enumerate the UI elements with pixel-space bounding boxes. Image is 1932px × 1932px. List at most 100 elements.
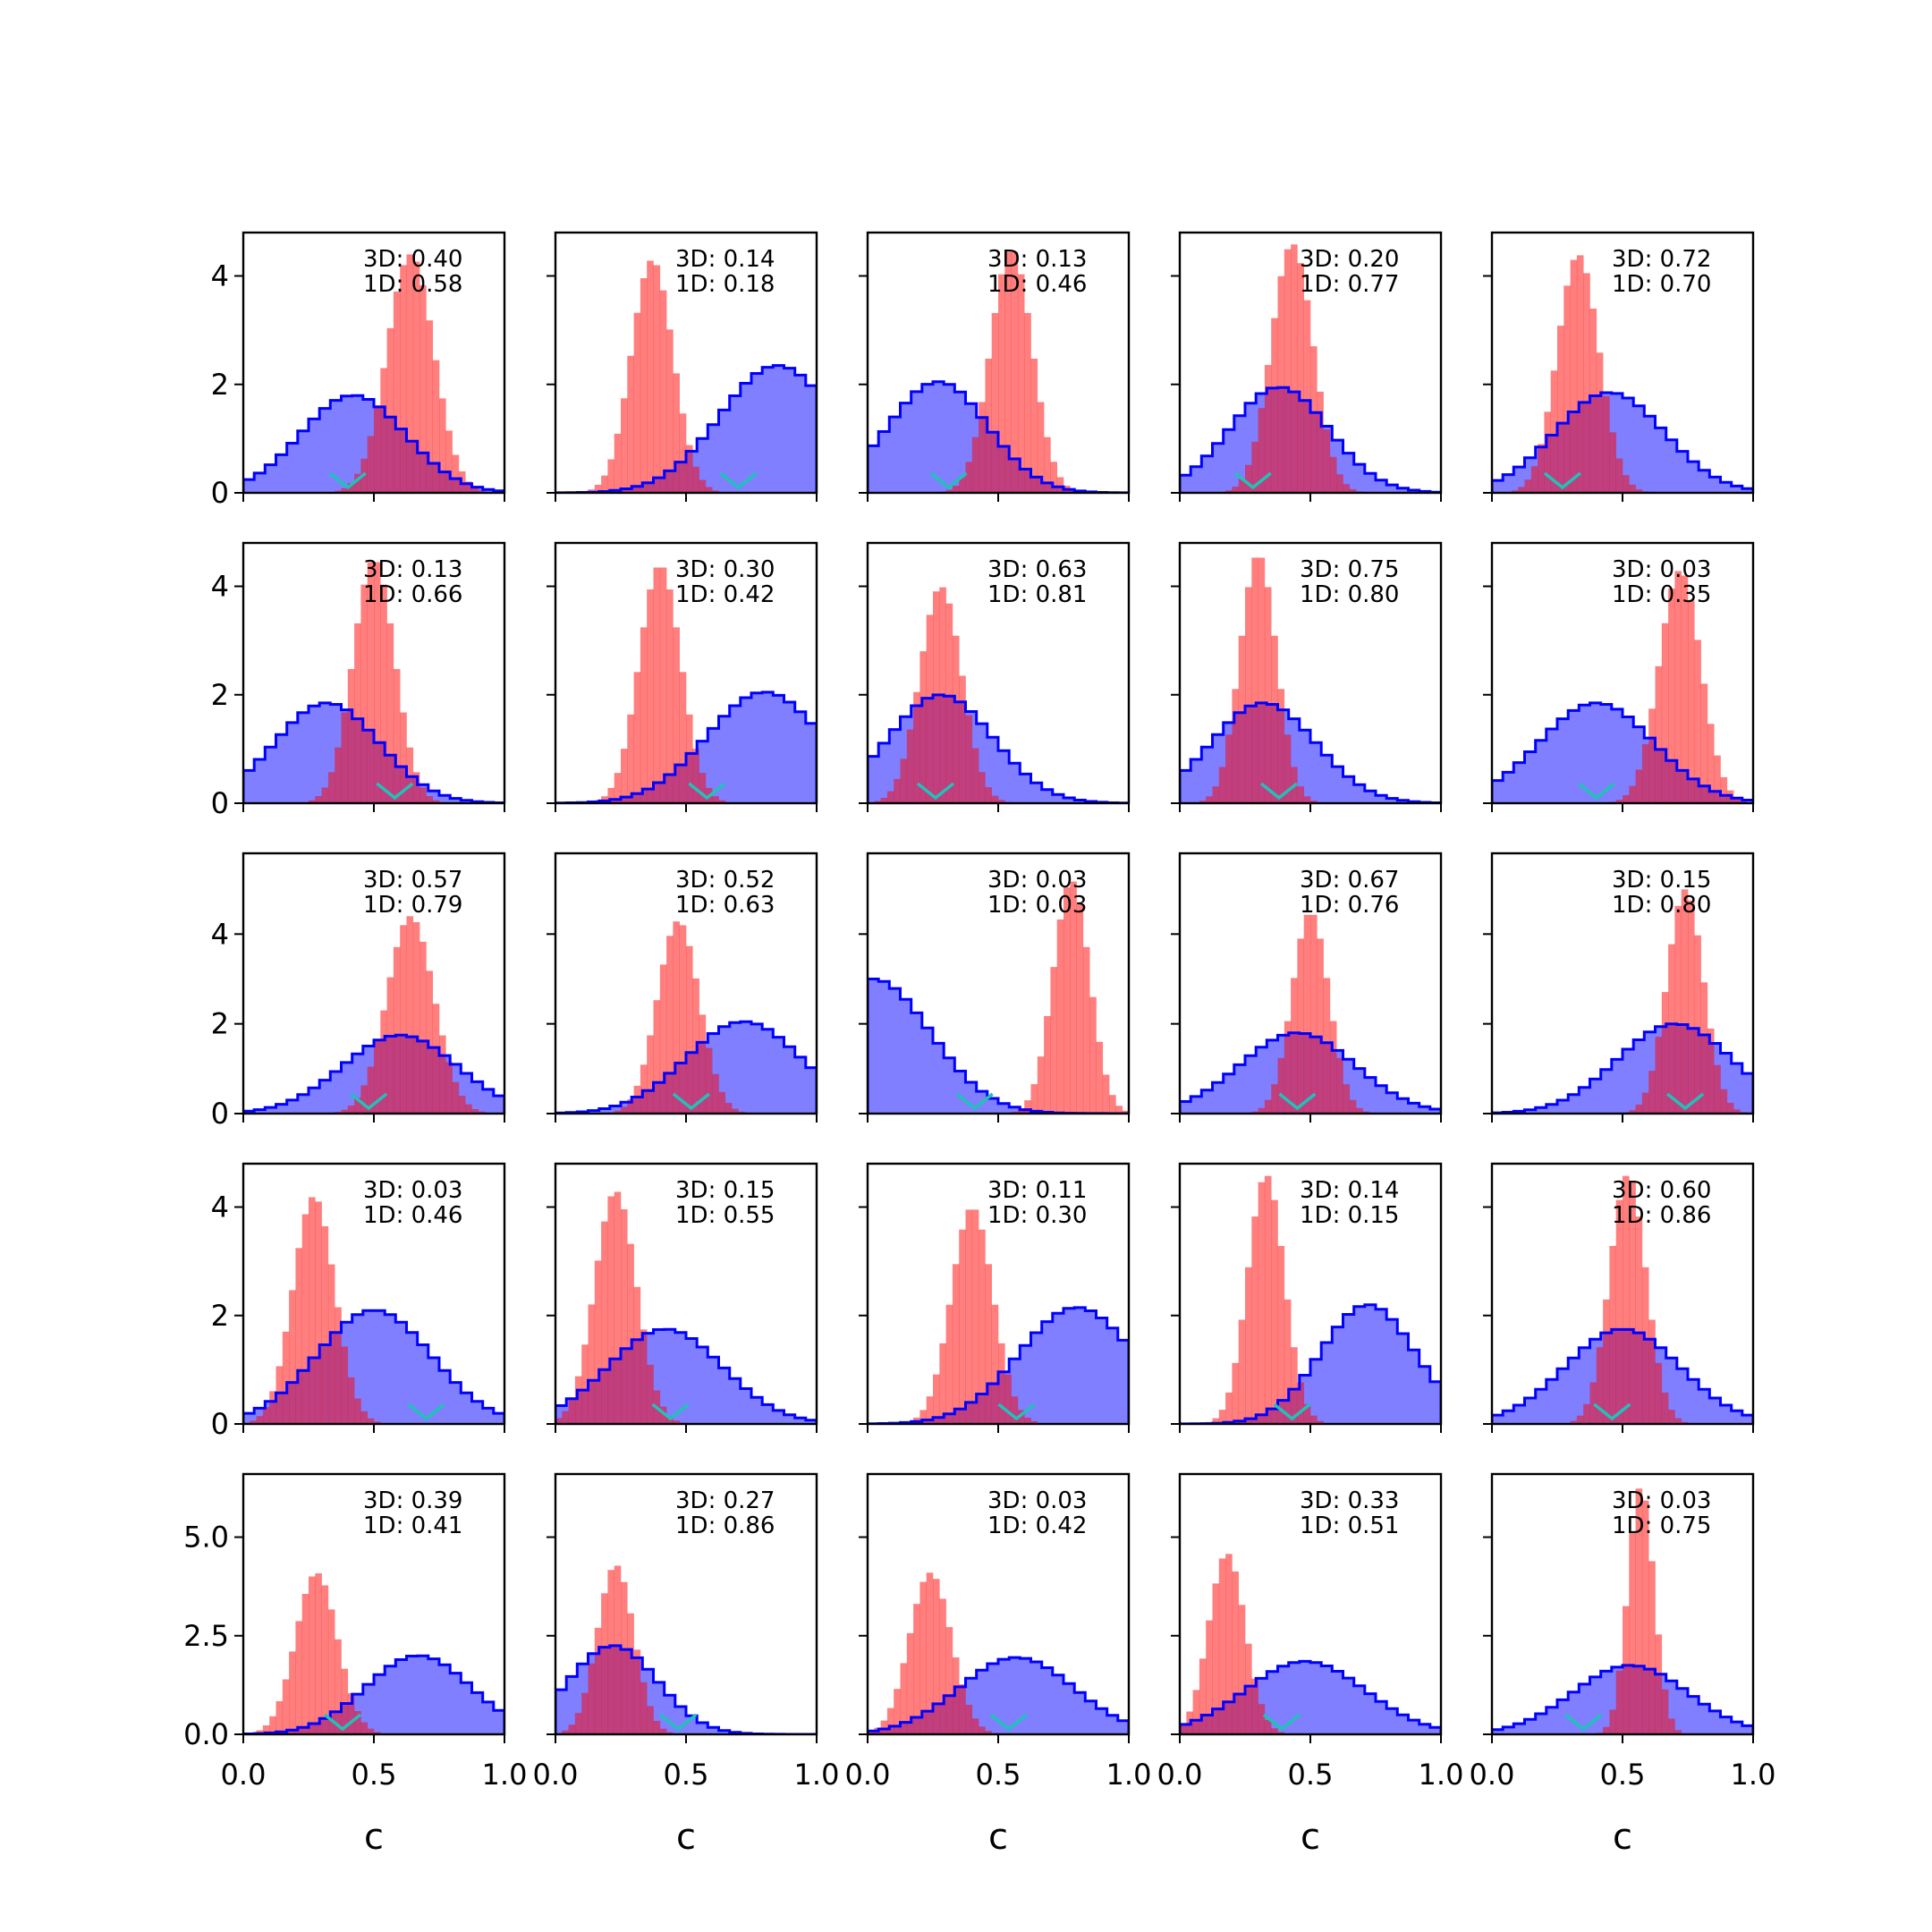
red-histogram-bar xyxy=(1044,1016,1051,1114)
red-histogram-bar xyxy=(315,796,322,803)
red-histogram-bar xyxy=(712,1073,719,1114)
red-histogram-bar xyxy=(926,614,934,803)
panel-body xyxy=(243,1197,504,1424)
red-histogram-bar xyxy=(327,772,335,803)
red-histogram-bar xyxy=(400,925,407,1114)
red-histogram-bar xyxy=(1251,557,1258,803)
red-histogram-bar xyxy=(341,1346,349,1424)
red-histogram-bar xyxy=(647,1035,654,1114)
red-histogram-bar xyxy=(1017,274,1025,493)
red-histogram-bar xyxy=(250,1420,257,1424)
annotation-1d: 1D: 0.55 xyxy=(675,1202,775,1229)
red-histogram-bar xyxy=(367,1728,375,1734)
red-histogram-bar xyxy=(607,459,614,493)
red-histogram-bar xyxy=(568,1724,576,1734)
red-histogram-bar xyxy=(1076,903,1084,1114)
red-histogram-bar xyxy=(354,1711,361,1734)
x-tick-label: 1.0 xyxy=(1106,1758,1152,1792)
annotation-3d: 3D: 0.03 xyxy=(363,1177,462,1204)
red-histogram-bar xyxy=(1271,318,1278,493)
blue-histogram-outline xyxy=(243,394,504,493)
blue-histogram-fill xyxy=(868,979,1129,1114)
red-histogram-bar xyxy=(906,729,914,803)
red-histogram-bar xyxy=(354,623,361,803)
red-histogram-bar xyxy=(1615,458,1623,493)
red-histogram-bar xyxy=(581,1344,589,1424)
red-histogram-bar xyxy=(965,462,973,493)
red-histogram-bar xyxy=(1271,1199,1278,1424)
red-histogram-bar xyxy=(1192,1690,1200,1734)
red-histogram-bar xyxy=(614,433,622,493)
truth-marker xyxy=(1278,1092,1317,1111)
red-histogram-bar xyxy=(971,1718,979,1734)
red-histogram-bar xyxy=(724,1103,733,1114)
red-histogram-bar xyxy=(1037,1056,1045,1114)
y-tick-label: 2 xyxy=(211,1299,229,1333)
red-histogram-bar xyxy=(1733,797,1741,803)
red-histogram-bar xyxy=(1030,1084,1038,1114)
red-histogram-bar xyxy=(1284,734,1292,803)
red-histogram-bar xyxy=(659,567,667,803)
annotation-1d: 1D: 0.15 xyxy=(1300,1202,1399,1229)
red-histogram-bar xyxy=(1661,623,1669,803)
red-histogram-bar xyxy=(1284,1299,1292,1424)
red-histogram-bar xyxy=(393,292,401,493)
annotation-3d: 3D: 0.27 xyxy=(675,1487,775,1514)
red-histogram-bar xyxy=(1238,635,1246,803)
red-histogram-bar xyxy=(1635,1216,1643,1424)
red-histogram-bar xyxy=(998,1343,1005,1424)
red-histogram-bar xyxy=(659,1406,667,1424)
red-histogram-bar xyxy=(1258,408,1266,493)
red-histogram-bar xyxy=(1264,1099,1272,1114)
panel-body xyxy=(1492,571,1753,803)
red-histogram-bar xyxy=(406,254,414,493)
red-histogram-bar xyxy=(393,669,401,803)
red-histogram-bar xyxy=(1212,1418,1220,1424)
red-histogram-bar xyxy=(594,485,602,493)
red-histogram-bar xyxy=(1615,1670,1623,1734)
y-tick-label: 2 xyxy=(211,678,229,712)
red-histogram-bar xyxy=(985,787,992,803)
red-histogram-bar xyxy=(1004,251,1012,493)
red-histogram-bar xyxy=(659,290,667,493)
truth-marker xyxy=(929,471,968,490)
annotation-3d: 3D: 0.52 xyxy=(675,867,775,894)
red-histogram-bar xyxy=(926,1572,934,1734)
red-histogram-bar xyxy=(367,1066,375,1114)
red-histogram-bar xyxy=(1524,479,1532,493)
red-histogram-bar xyxy=(289,1290,296,1424)
annotation-3d: 3D: 0.13 xyxy=(363,556,462,583)
red-histogram-bar xyxy=(1206,796,1213,803)
annotation-1d: 1D: 0.86 xyxy=(675,1513,775,1539)
red-histogram-bar xyxy=(965,1209,973,1424)
red-histogram-bar xyxy=(686,714,693,803)
red-histogram-bar xyxy=(965,1705,973,1734)
truth-marker xyxy=(1543,471,1581,490)
red-histogram-bar xyxy=(913,1604,920,1734)
red-histogram-bar xyxy=(985,1731,992,1734)
truth-marker xyxy=(1262,1713,1301,1732)
red-histogram-bar xyxy=(640,627,648,803)
blue-histogram-outline xyxy=(868,693,1129,803)
red-histogram-bar xyxy=(1264,587,1272,803)
red-histogram-bar xyxy=(900,1663,908,1734)
y-tick-label: 0 xyxy=(211,476,229,510)
truth-marker xyxy=(1233,471,1272,490)
panel-body xyxy=(555,921,817,1114)
annotation-1d: 1D: 0.51 xyxy=(1300,1513,1399,1539)
red-histogram-bar xyxy=(354,1097,361,1114)
red-histogram-bar xyxy=(1291,1347,1298,1424)
red-histogram-bar xyxy=(1629,1533,1636,1734)
red-histogram-bar xyxy=(1024,312,1031,493)
x-tick-label: 0.0 xyxy=(1157,1758,1203,1792)
red-histogram-bar xyxy=(594,1260,602,1424)
red-histogram-bar xyxy=(256,1416,264,1424)
red-histogram-bar xyxy=(1323,978,1331,1114)
red-histogram-bar xyxy=(952,1264,960,1424)
red-histogram-bar xyxy=(886,791,894,803)
annotation-3d: 3D: 0.39 xyxy=(363,1487,462,1514)
red-histogram-bar xyxy=(868,1731,875,1734)
